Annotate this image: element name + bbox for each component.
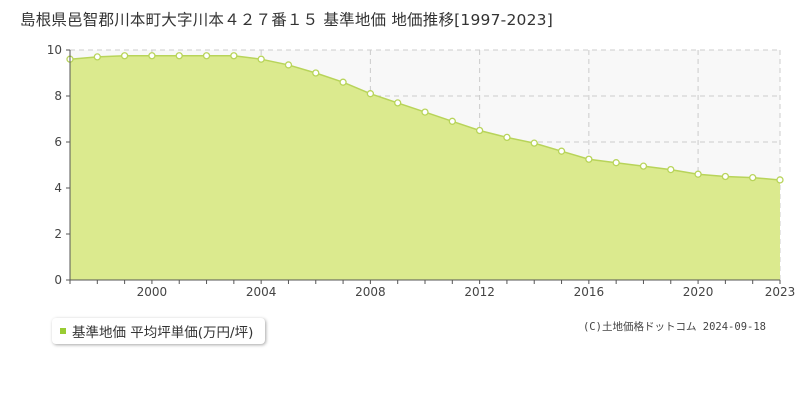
- data-point[interactable]: [284, 61, 293, 69]
- data-point[interactable]: [749, 173, 757, 182]
- data-point[interactable]: [585, 155, 593, 163]
- x-tick-label: 2000: [137, 285, 168, 299]
- data-point[interactable]: [394, 99, 402, 107]
- data-point[interactable]: [312, 69, 320, 77]
- tick-labels: 0 2 4 6 8 10 2000 2004 2008 2012 2016 2020 2023: [47, 43, 796, 299]
- data-point[interactable]: [175, 52, 183, 60]
- x-tick-label: 2008: [355, 285, 386, 299]
- data-point[interactable]: [230, 52, 238, 60]
- data-point[interactable]: [694, 170, 702, 178]
- legend-label: 基準地価 平均坪単価(万円/坪): [72, 325, 254, 341]
- legend[interactable]: 基準地価 平均坪単価(万円/坪): [52, 318, 266, 344]
- data-point[interactable]: [721, 172, 730, 181]
- x-tick-label: 2012: [464, 285, 495, 299]
- y-tick-label: 2: [54, 227, 62, 241]
- data-point[interactable]: [776, 176, 784, 184]
- data-point[interactable]: [202, 52, 211, 60]
- data-point[interactable]: [339, 78, 347, 86]
- data-point[interactable]: [448, 117, 456, 125]
- data-point[interactable]: [557, 147, 566, 155]
- data-point[interactable]: [639, 162, 648, 170]
- data-point[interactable]: [667, 165, 675, 174]
- y-tick-label: 0: [54, 273, 62, 287]
- legend-marker-icon: [60, 328, 66, 334]
- x-tick-label: 2016: [574, 285, 605, 299]
- price-area: [70, 55, 780, 280]
- data-point[interactable]: [475, 126, 484, 135]
- data-point[interactable]: [257, 55, 265, 63]
- x-tick-label: 2004: [246, 285, 277, 299]
- data-point[interactable]: [503, 133, 511, 142]
- x-tick-label: 2020: [683, 285, 714, 299]
- credit-text: (C)土地価格ドットコム 2024-09-18: [582, 321, 766, 333]
- data-point[interactable]: [148, 52, 156, 60]
- x-tick-label: 2023: [765, 285, 796, 299]
- y-tick-label: 10: [47, 43, 62, 57]
- axes: [66, 49, 781, 284]
- y-tick-label: 6: [54, 135, 62, 149]
- data-point[interactable]: [120, 52, 129, 60]
- data-point[interactable]: [366, 90, 375, 98]
- y-tick-label: 4: [54, 181, 62, 195]
- data-point[interactable]: [421, 108, 429, 116]
- y-tick-label: 8: [54, 89, 62, 103]
- data-point[interactable]: [612, 159, 620, 167]
- data-point[interactable]: [530, 139, 538, 147]
- data-point[interactable]: [93, 53, 101, 61]
- chart-title: 島根県邑智郡川本町大字川本４２７番１５ 基準地価 地価推移[1997-2023]: [20, 11, 553, 29]
- data-points: [66, 52, 784, 184]
